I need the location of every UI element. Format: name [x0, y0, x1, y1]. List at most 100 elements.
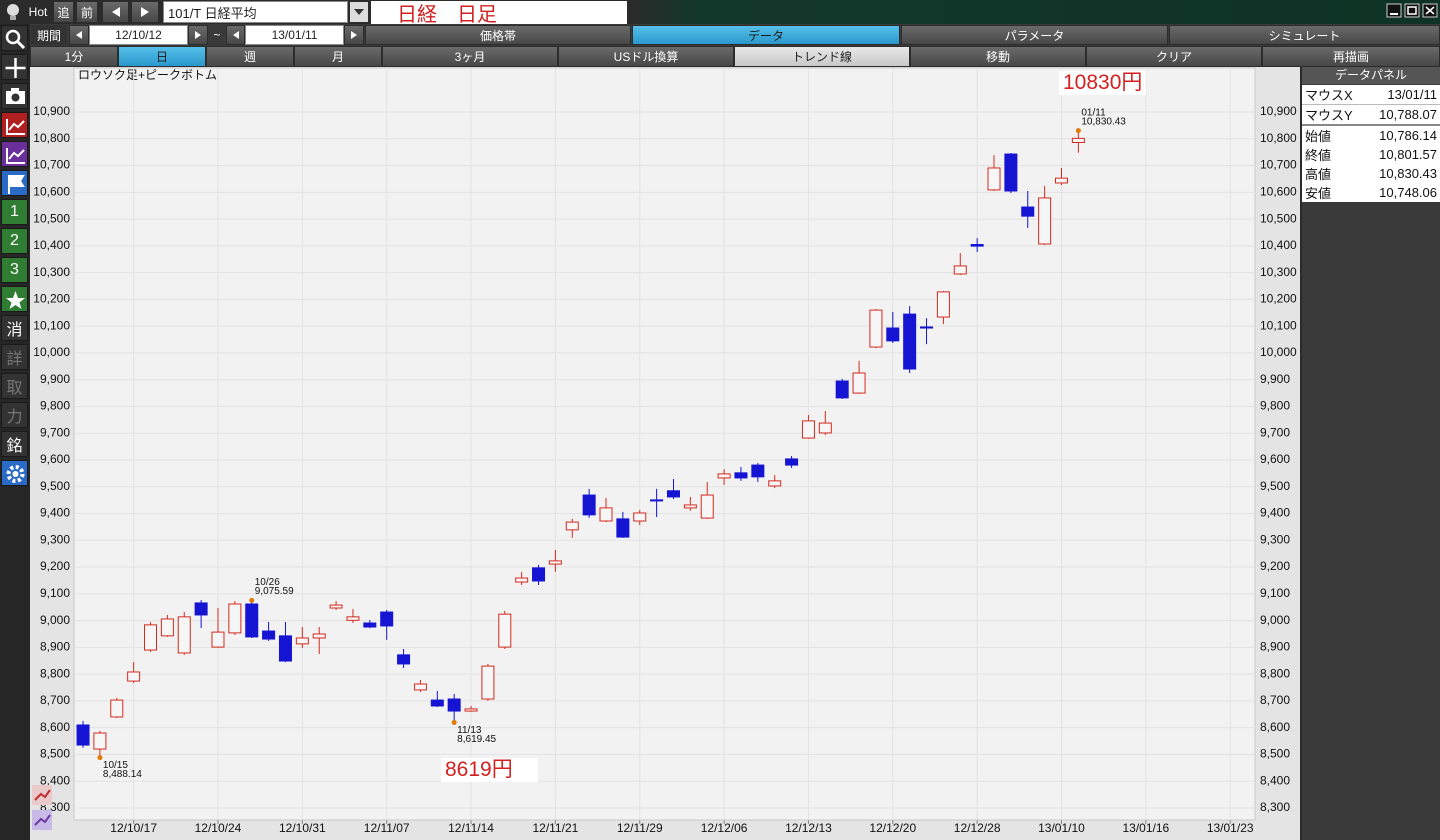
tool-button[interactable]: トレンド線 — [734, 46, 910, 67]
settings-icon[interactable] — [1, 460, 28, 486]
range-button[interactable]: 1分 — [30, 46, 118, 67]
symbol-dropdown[interactable] — [349, 1, 369, 23]
window-controls[interactable] — [1386, 3, 1440, 19]
toolbar-button[interactable]: 前 — [76, 1, 98, 23]
y-tick-label: 10,900 — [1260, 104, 1297, 118]
x-tick-label: 12/11/29 — [617, 821, 663, 835]
y-tick-label: 9,300 — [40, 532, 70, 546]
candle-body — [498, 613, 512, 648]
peak-date: 10/26 — [255, 577, 280, 588]
x-tick-label: 12/12/13 — [785, 821, 832, 835]
candle-body — [700, 494, 714, 519]
side-button[interactable]: 1 — [1, 199, 28, 225]
y-tick-label: 10,000 — [1260, 345, 1297, 359]
candle-body — [380, 611, 394, 627]
y-tick-label: 10,100 — [33, 318, 70, 332]
side-button[interactable]: 銘 — [1, 431, 28, 457]
candle-body — [278, 635, 292, 662]
prev-button[interactable] — [102, 1, 129, 23]
panel-key: マウスY — [1305, 108, 1353, 123]
candle-body — [1004, 153, 1018, 192]
y-tick-label: 9,400 — [1260, 506, 1290, 520]
y-tick-label: 8,900 — [1260, 640, 1290, 654]
tool-button[interactable]: 再描画 — [1262, 46, 1440, 67]
range-button[interactable]: 3ヶ月 — [382, 46, 558, 67]
star-icon[interactable] — [1, 286, 28, 312]
search-icon[interactable] — [1, 25, 28, 51]
candle-body — [346, 616, 360, 621]
toolbar-button[interactable]: 追 — [53, 1, 74, 23]
bottom-note: 8619円 — [441, 758, 538, 782]
tool-button[interactable]: 移動 — [910, 46, 1086, 67]
candle-body — [515, 577, 529, 583]
x-tick-label: 12/11/07 — [364, 821, 410, 835]
candle-body — [936, 291, 950, 318]
candle-body — [616, 518, 630, 538]
y-tick-label: 8,800 — [1260, 666, 1290, 680]
y-tick-label: 10,500 — [1260, 211, 1297, 225]
range-button[interactable]: 週 — [206, 46, 294, 67]
range-button[interactable]: 日 — [118, 46, 206, 67]
y-tick-label: 10,600 — [33, 184, 70, 198]
candle-body — [1054, 177, 1068, 184]
period-label: 期間 — [31, 25, 67, 45]
symbol-input[interactable]: 101/T 日経平均 — [163, 1, 348, 23]
y-tick-label: 9,100 — [40, 586, 70, 600]
y-tick-label: 10,200 — [1260, 292, 1297, 306]
tab[interactable]: 価格帯 — [365, 25, 631, 45]
side-button[interactable]: 3 — [1, 257, 28, 283]
tab[interactable]: シミュレート — [1169, 25, 1440, 45]
candle-body — [582, 494, 596, 516]
camera-icon[interactable] — [1, 83, 28, 109]
side-button[interactable]: 詳 — [1, 344, 28, 370]
peak-value: 8,619.45 — [457, 734, 496, 745]
flag-icon[interactable] — [1, 170, 28, 196]
bulb-icon[interactable] — [2, 2, 24, 22]
to-prev[interactable] — [226, 25, 245, 45]
side-button[interactable]: 2 — [1, 228, 28, 254]
x-tick-label: 12/10/31 — [279, 821, 326, 835]
candle-body — [1021, 206, 1035, 217]
panel-key: マウスX — [1305, 88, 1353, 103]
y-tick-label: 10,800 — [33, 131, 70, 145]
candle-body — [76, 724, 90, 746]
from-date[interactable]: 12/10/12 — [89, 25, 188, 45]
tool-button[interactable]: クリア — [1086, 46, 1262, 67]
candle-body — [532, 567, 546, 582]
y-tick-label: 10,800 — [1260, 131, 1297, 145]
candle-body — [633, 512, 647, 522]
crosshair-icon[interactable] — [1, 54, 28, 80]
y-tick-label: 8,600 — [40, 720, 70, 734]
y-tick-label: 10,200 — [33, 292, 70, 306]
y-tick-label: 10,400 — [33, 238, 70, 252]
hot-button[interactable]: Hot — [26, 1, 50, 23]
chart-icon[interactable] — [1, 141, 28, 167]
tool-button[interactable]: USドル換算 — [558, 46, 734, 67]
y-tick-label: 8,400 — [1260, 773, 1290, 787]
side-button[interactable]: 力 — [1, 402, 28, 428]
candle-body — [397, 654, 411, 665]
tab[interactable]: パラメータ — [901, 25, 1168, 45]
chart-icon[interactable] — [1, 112, 28, 138]
from-next[interactable] — [188, 25, 208, 45]
candle-body — [734, 472, 748, 479]
side-button[interactable]: 消 — [1, 315, 28, 341]
y-tick-label: 9,700 — [1260, 425, 1290, 439]
side-button[interactable]: 取 — [1, 373, 28, 399]
to-next[interactable] — [344, 25, 364, 45]
y-tick-label: 8,400 — [40, 773, 70, 787]
panel-key: 高値 — [1305, 167, 1332, 182]
candle-body — [295, 637, 309, 645]
candle-body — [751, 464, 765, 478]
x-tick-label: 13/01/10 — [1038, 821, 1085, 835]
candle-body — [599, 507, 613, 522]
range-button[interactable]: 月 — [294, 46, 382, 67]
to-date[interactable]: 13/01/11 — [245, 25, 344, 45]
tab[interactable]: データ — [632, 25, 900, 45]
y-tick-label: 10,400 — [1260, 238, 1297, 252]
from-prev[interactable] — [69, 25, 89, 45]
next-button[interactable] — [131, 1, 159, 23]
x-tick-label: 12/12/06 — [701, 821, 748, 835]
candle-body — [903, 313, 917, 370]
candle-body — [447, 698, 461, 712]
